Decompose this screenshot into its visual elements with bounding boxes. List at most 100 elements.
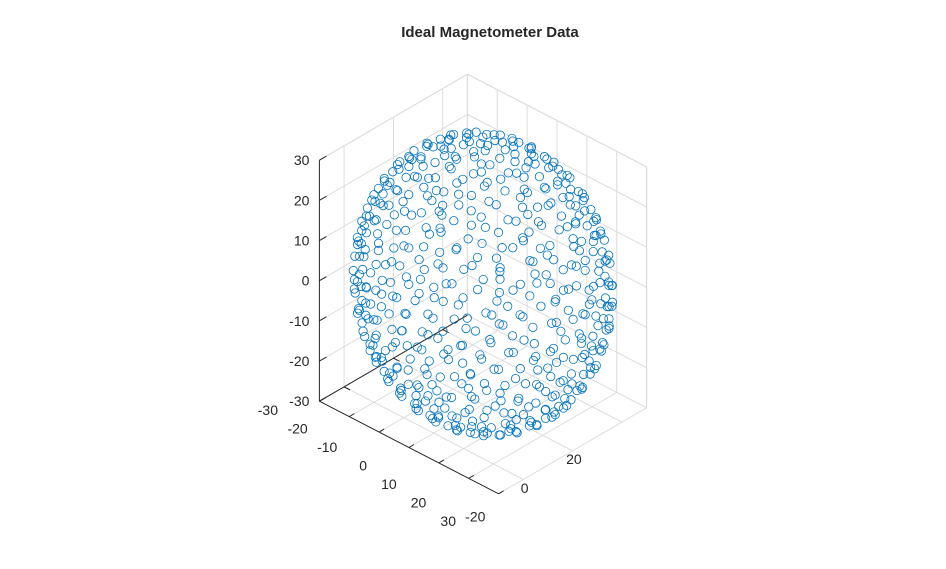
data-point xyxy=(467,416,478,426)
data-point xyxy=(457,340,468,351)
data-point xyxy=(476,212,486,222)
data-point xyxy=(486,423,496,433)
data-point xyxy=(464,129,474,139)
data-point xyxy=(504,426,514,436)
data-point xyxy=(487,310,497,320)
data-point xyxy=(412,380,422,390)
data-point xyxy=(548,343,559,354)
z-tick xyxy=(319,356,327,362)
data-point xyxy=(529,151,539,162)
data-point xyxy=(529,339,539,349)
data-point xyxy=(438,296,448,306)
data-point xyxy=(411,391,421,401)
data-point xyxy=(440,403,450,413)
data-point xyxy=(439,187,449,197)
data-point xyxy=(593,321,603,331)
data-point xyxy=(591,230,601,241)
data-point xyxy=(350,251,360,261)
data-point xyxy=(555,377,565,387)
data-point xyxy=(469,152,480,162)
data-point xyxy=(557,170,567,180)
x-tick xyxy=(498,490,504,495)
data-point xyxy=(414,382,424,393)
data-point xyxy=(595,344,605,354)
data-point xyxy=(401,172,411,182)
data-point xyxy=(472,252,483,263)
data-point xyxy=(533,217,544,227)
box-edge xyxy=(467,73,647,168)
data-point xyxy=(518,410,529,420)
data-point xyxy=(597,247,607,257)
data-point xyxy=(369,216,379,226)
data-point xyxy=(367,195,377,205)
data-point xyxy=(431,185,441,196)
data-point xyxy=(496,396,506,406)
data-point xyxy=(370,333,380,344)
data-point xyxy=(365,345,375,356)
data-point xyxy=(558,403,569,413)
data-point xyxy=(439,349,449,359)
data-point xyxy=(452,426,463,436)
data-point xyxy=(523,157,534,167)
box-edge xyxy=(319,73,468,161)
data-point xyxy=(449,216,459,226)
data-point xyxy=(354,251,365,261)
data-point xyxy=(354,305,364,315)
data-point xyxy=(586,204,596,215)
data-point xyxy=(495,263,505,273)
data-point xyxy=(596,229,606,239)
data-point xyxy=(356,281,366,292)
data-point xyxy=(421,223,431,233)
x-tick-label: 30 xyxy=(440,513,456,529)
y-tick xyxy=(343,386,351,391)
data-point xyxy=(404,151,414,162)
data-point xyxy=(604,323,614,334)
z-tick-label: 20 xyxy=(294,192,310,208)
grid-line xyxy=(442,329,623,423)
data-point xyxy=(404,243,414,253)
x-tick-label: 20 xyxy=(411,495,427,511)
data-point xyxy=(541,386,551,397)
data-point xyxy=(495,267,505,277)
data-point xyxy=(452,178,462,188)
data-point xyxy=(534,382,545,392)
data-point xyxy=(435,223,445,233)
data-point xyxy=(530,159,540,169)
data-point xyxy=(371,259,381,269)
data-point xyxy=(373,183,384,194)
data-point xyxy=(418,161,428,171)
data-point xyxy=(467,260,477,271)
data-point xyxy=(519,184,529,194)
data-point xyxy=(534,172,545,182)
data-point xyxy=(361,211,371,221)
data-point xyxy=(359,252,369,262)
data-point xyxy=(476,422,487,432)
data-point xyxy=(550,390,560,400)
data-point xyxy=(353,308,363,318)
z-tick-label: 0 xyxy=(302,273,310,289)
data-point xyxy=(494,319,504,329)
data-point xyxy=(598,314,609,324)
y-tick-label: -20 xyxy=(465,509,485,525)
data-point xyxy=(422,141,432,152)
data-point xyxy=(504,347,514,358)
data-point xyxy=(396,326,407,336)
data-point xyxy=(477,238,487,249)
data-point xyxy=(425,410,435,420)
data-point xyxy=(392,293,402,303)
data-point xyxy=(551,294,561,304)
data-point xyxy=(440,151,450,161)
data-point xyxy=(576,236,587,246)
data-point xyxy=(496,174,506,184)
data-point xyxy=(604,314,614,324)
data-point xyxy=(566,395,576,405)
data-point xyxy=(435,134,445,144)
data-point xyxy=(427,380,437,390)
x-tick-label: -30 xyxy=(258,402,278,418)
data-point xyxy=(589,216,599,226)
data-point xyxy=(578,309,588,319)
data-point xyxy=(522,187,533,198)
data-point xyxy=(449,314,459,324)
data-point xyxy=(539,182,549,192)
